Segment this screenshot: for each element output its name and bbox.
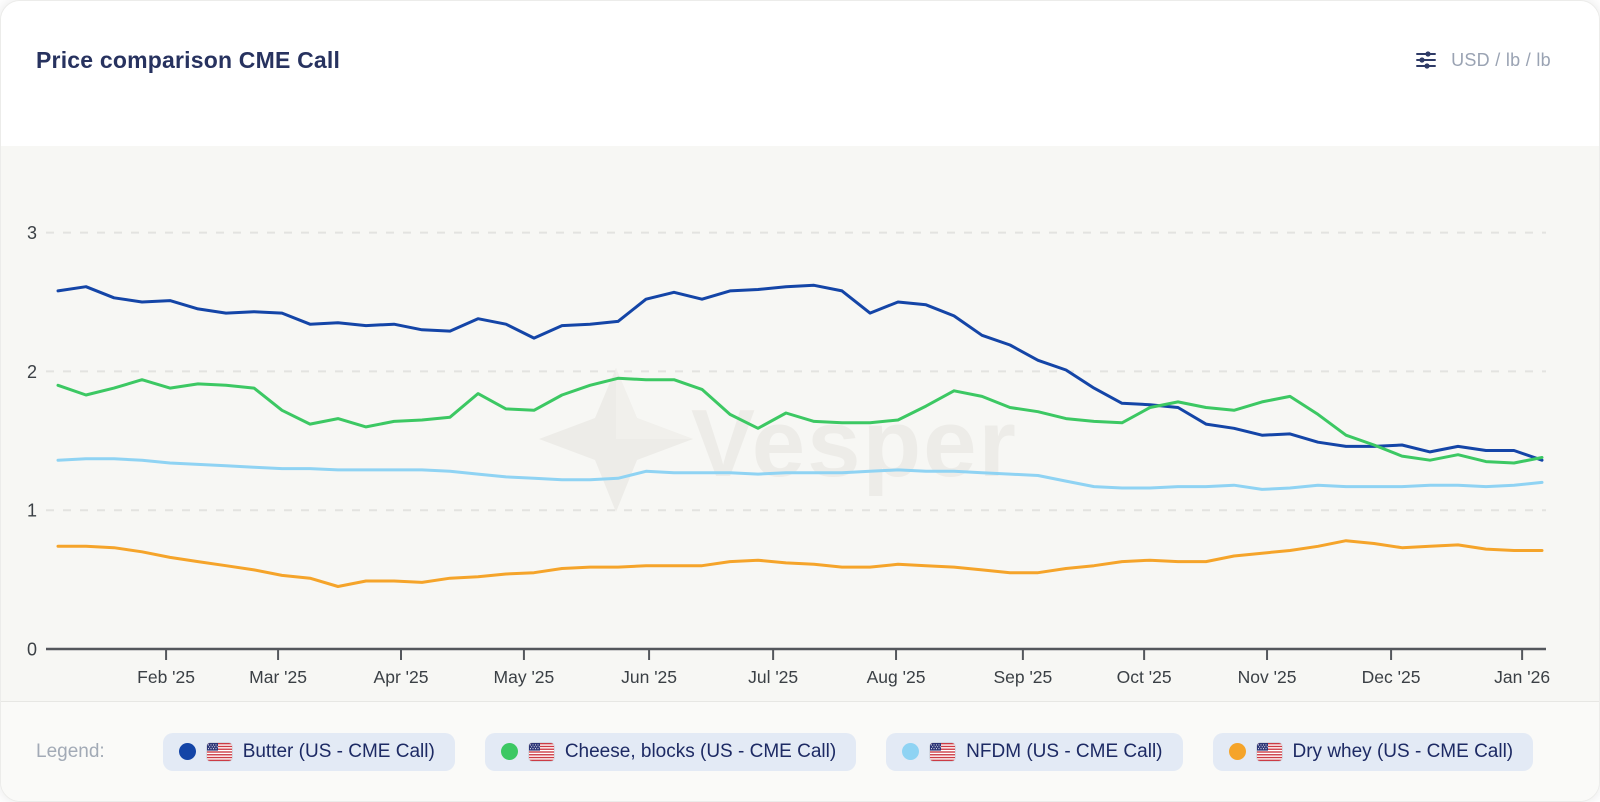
series-color-dot bbox=[500, 743, 518, 760]
series-line-dry[interactable] bbox=[56, 539, 1544, 588]
series-line-nfdm[interactable] bbox=[56, 457, 1544, 491]
legend-label: Legend: bbox=[36, 740, 105, 762]
legend-chips: Butter (US - CME Call) Cheese, blocks (US… bbox=[162, 732, 1534, 771]
x-tick-label: Mar '25 bbox=[249, 667, 307, 687]
x-tick-label: Aug '25 bbox=[867, 667, 926, 687]
us-flag-icon bbox=[206, 742, 232, 761]
us-flag-icon bbox=[206, 742, 232, 761]
vesper-watermark: Vesper bbox=[539, 368, 1018, 512]
sliders-icon bbox=[1416, 51, 1437, 69]
y-axis-label: 0 bbox=[27, 640, 37, 660]
legend-item-1[interactable]: Butter (US - CME Call) bbox=[162, 732, 455, 771]
legend-row: Legend: Butter (US - CME Call) Cheese, bl… bbox=[1, 701, 1599, 801]
svg-text:Vesper: Vesper bbox=[691, 390, 1018, 497]
y-axis-label: 2 bbox=[27, 362, 37, 382]
series-color-dot bbox=[902, 743, 920, 760]
chart-area: Vesper 0 1 2 3 Feb '25 Mar '25 Apr '25 May '25 Ju… bbox=[1, 146, 1599, 701]
unit-selector[interactable]: USD / lb / lb bbox=[1415, 49, 1551, 71]
us-flag-icon bbox=[528, 742, 554, 761]
us-flag-icon bbox=[1256, 742, 1282, 761]
series-color-dot bbox=[178, 743, 196, 760]
series-color-dot bbox=[1228, 743, 1246, 760]
x-tick-label: May '25 bbox=[494, 667, 555, 687]
y-axis-label: 1 bbox=[27, 501, 37, 521]
card-header: Price comparison CME Call USD / lb / lb bbox=[1, 1, 1599, 146]
x-tick-label: Jun '25 bbox=[621, 667, 677, 687]
y-axis-label: 3 bbox=[27, 223, 37, 243]
x-tick-label: Nov '25 bbox=[1238, 667, 1297, 687]
price-chart[interactable]: Vesper 0 1 2 3 Feb '25 Mar '25 Apr '25 May '25 Ju… bbox=[1, 146, 1600, 701]
us-flag-icon bbox=[1256, 742, 1282, 761]
x-tick-label: Jan '26 bbox=[1494, 667, 1550, 687]
legend-item-label: Butter (US - CME Call) bbox=[242, 740, 435, 762]
legend-item-2[interactable]: Cheese, blocks (US - CME Call) bbox=[484, 732, 857, 771]
legend-item-label: Dry whey (US - CME Call) bbox=[1292, 740, 1514, 762]
x-tick-label: Oct '25 bbox=[1117, 667, 1172, 687]
us-flag-icon bbox=[930, 742, 956, 761]
x-tick-label: Apr '25 bbox=[374, 667, 429, 687]
x-tick-label: Jul '25 bbox=[748, 667, 798, 687]
x-tick-label: Sep '25 bbox=[993, 667, 1052, 687]
us-flag-icon bbox=[930, 742, 956, 761]
legend-item-label: Cheese, blocks (US - CME Call) bbox=[564, 740, 837, 762]
unit-label[interactable]: USD / lb / lb bbox=[1451, 49, 1551, 70]
legend-item-label: NFDM (US - CME Call) bbox=[966, 740, 1163, 762]
page-title: Price comparison CME Call bbox=[36, 47, 341, 73]
series-line-cheese[interactable] bbox=[56, 376, 1544, 465]
legend-item-4[interactable]: Dry whey (US - CME Call) bbox=[1212, 732, 1534, 771]
x-tick-label: Feb '25 bbox=[137, 667, 195, 687]
us-flag-icon bbox=[528, 742, 554, 761]
series-line-butter[interactable] bbox=[56, 283, 1544, 462]
x-tick-label: Dec '25 bbox=[1362, 667, 1421, 687]
legend-item-3[interactable]: NFDM (US - CME Call) bbox=[886, 732, 1183, 771]
